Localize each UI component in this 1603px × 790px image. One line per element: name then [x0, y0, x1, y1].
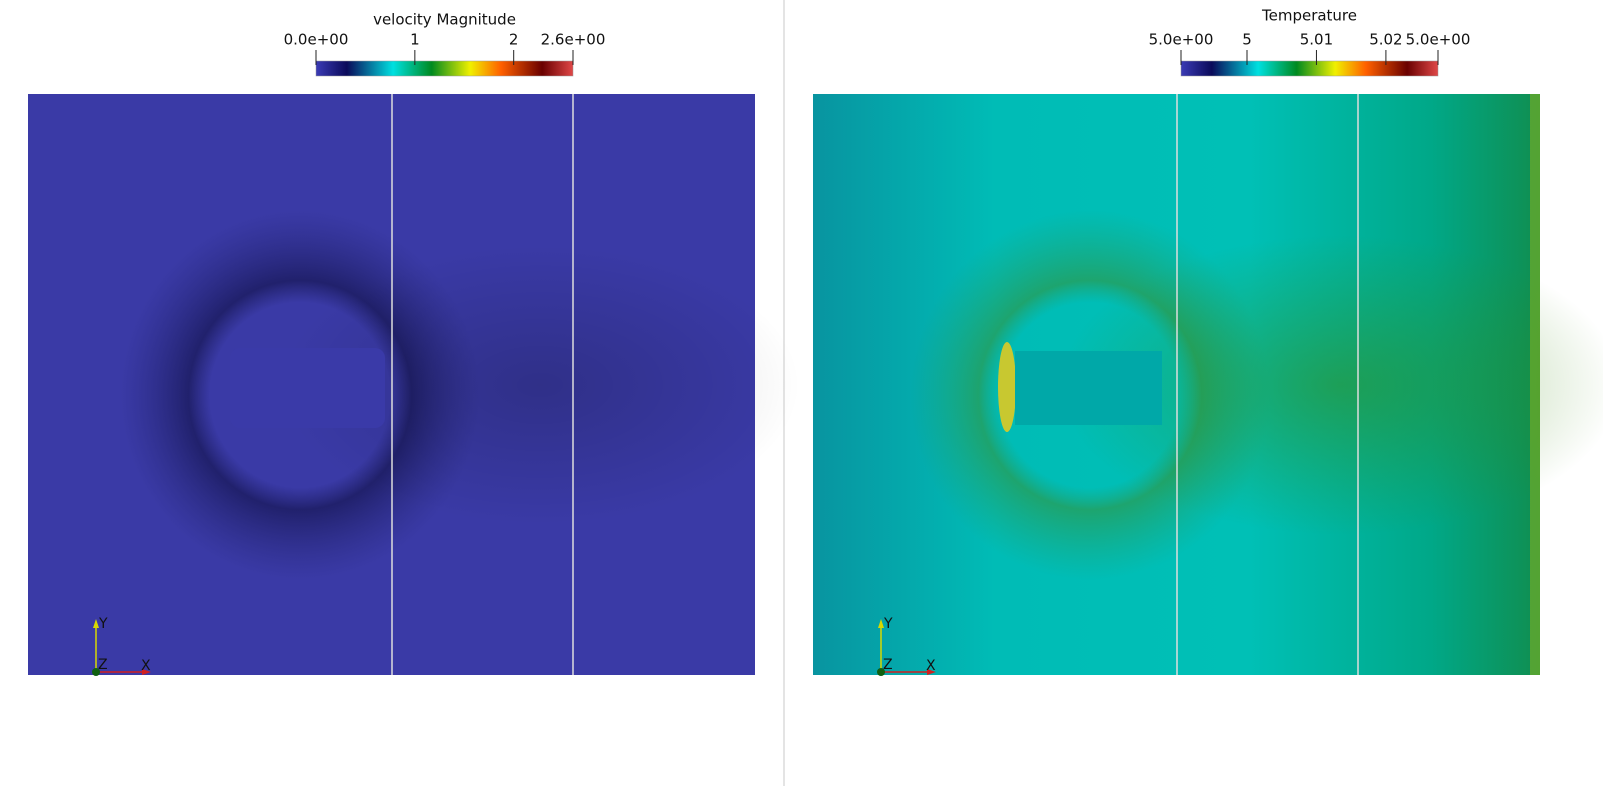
colorbar: [1180, 60, 1439, 77]
axis-x-arrow: [927, 669, 936, 675]
axis-y-arrow: [93, 619, 99, 628]
colorbar-title: Temperature: [1261, 7, 1357, 25]
colorbar-tick-label: 5.01: [1300, 31, 1333, 49]
colorbar-tick-label: 0.0e+00: [284, 31, 349, 49]
colorbar-title: velocity Magnitude: [373, 11, 516, 29]
axis-y-arrow: [878, 619, 884, 628]
axis-x-label: X: [926, 658, 936, 674]
colorbar-tick-label: 2.6e+00: [541, 31, 606, 49]
axis-z: [877, 668, 885, 676]
temperature-field: [813, 94, 1603, 675]
axis-z-label: Z: [883, 657, 893, 673]
colorbar-tick-label: 1: [410, 31, 420, 49]
colorbar-tick-label: 5.0e+00: [1149, 31, 1214, 49]
colorbar-tick-label: 5.0e+00: [1406, 31, 1471, 49]
colorbar-tick-label: 2: [509, 31, 519, 49]
axis-z: [92, 668, 100, 676]
axis-y-label: Y: [98, 616, 108, 632]
axis-z-label: Z: [98, 657, 108, 673]
colorbar: [315, 60, 574, 77]
velocity-field: [28, 94, 800, 675]
colorbar-tick-label: 5.02: [1369, 31, 1402, 49]
axis-x-label: X: [141, 658, 151, 674]
axis-x-arrow: [142, 669, 151, 675]
colorbar-tick-label: 5: [1242, 31, 1252, 49]
axis-y-label: Y: [883, 616, 893, 632]
